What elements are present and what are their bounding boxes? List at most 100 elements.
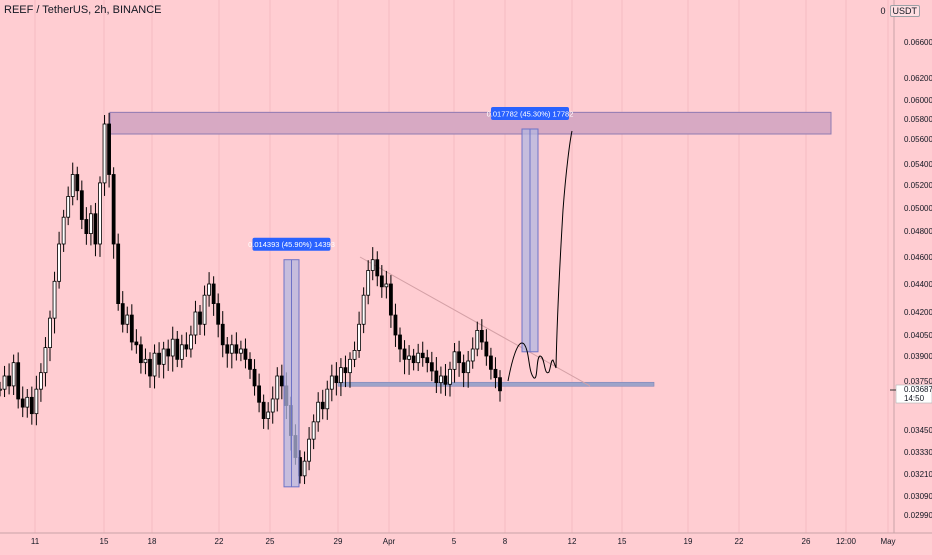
- projection-drawing[interactable]: [507, 130, 573, 382]
- candle-up: [384, 283, 389, 288]
- candle-down: [129, 314, 134, 343]
- candle-down: [29, 396, 34, 415]
- price-range-measurements[interactable]: 0.014393 (45.90%) 14393 0.017782 (45.30%)…: [248, 107, 574, 488]
- candle-down: [252, 368, 257, 387]
- candle-down: [461, 362, 466, 374]
- price-tag-box: [895, 384, 932, 404]
- candle-up: [448, 368, 452, 385]
- candle-down: [148, 358, 152, 377]
- candle-down: [398, 334, 402, 350]
- candle-up: [25, 396, 30, 408]
- drawing-lines[interactable]: [337, 256, 655, 387]
- candle-up: [302, 460, 307, 477]
- time-tick-label: 12: [568, 537, 577, 546]
- candle-up: [152, 352, 157, 377]
- candle-up: [307, 438, 311, 462]
- candle-up: [475, 329, 480, 350]
- candle-down: [111, 174, 116, 245]
- candle-down: [489, 355, 493, 370]
- candle-up: [2, 375, 7, 390]
- candle-up: [143, 358, 148, 364]
- candle-down: [498, 377, 502, 392]
- candle-up: [348, 358, 352, 374]
- candle-down: [320, 401, 325, 410]
- candle-up: [207, 283, 211, 296]
- currency-badge[interactable]: 0 USDT: [880, 5, 920, 17]
- candle-down: [343, 367, 348, 374]
- candle-up: [325, 388, 330, 410]
- candle-down: [184, 344, 189, 350]
- candle-up: [366, 270, 371, 296]
- time-axis[interactable]: 11 15 18 22 25 29 Apr 5 8 12 15 19 22 26 12:00 May: [0, 532, 932, 546]
- candle-up: [275, 375, 280, 400]
- time-tick-label: 26: [802, 537, 811, 546]
- candle-up: [266, 411, 271, 419]
- candle-up: [370, 259, 375, 271]
- candle-down: [420, 352, 425, 359]
- candle-down: [334, 375, 339, 384]
- candle-down: [248, 358, 252, 370]
- candle-up: [439, 375, 443, 384]
- candle-down: [175, 338, 180, 360]
- candle-up: [61, 216, 66, 245]
- support-line: [337, 381, 655, 387]
- candle-down: [257, 385, 261, 403]
- candle-down: [120, 303, 125, 325]
- candle-up: [329, 375, 334, 390]
- candle-up: [102, 123, 107, 184]
- resistance-zone-box: [109, 111, 832, 135]
- currency-unit: USDT: [889, 5, 920, 17]
- projection-path: [507, 130, 573, 382]
- time-tick-label: 29: [334, 537, 343, 546]
- candle-up: [361, 294, 366, 325]
- candle-up: [270, 398, 275, 413]
- candle-down: [116, 243, 121, 304]
- measure-label: 0.017782 (45.30%) 17782: [487, 110, 574, 119]
- time-tick-label: 25: [266, 537, 275, 546]
- currency-prefix: 0: [880, 6, 886, 16]
- candle-up: [470, 348, 475, 362]
- candle-up: [66, 196, 71, 218]
- time-tick-label: 15: [618, 537, 627, 546]
- candle-up: [89, 213, 93, 235]
- candle-up: [202, 294, 207, 325]
- candle-down: [139, 344, 143, 364]
- candle-up: [70, 174, 75, 197]
- candle-up: [239, 348, 243, 354]
- candle-up: [466, 360, 471, 374]
- candle-down: [375, 259, 380, 277]
- candle-down: [234, 344, 239, 354]
- candle-up: [0, 388, 2, 391]
- candle-down: [20, 398, 25, 408]
- candle-up: [357, 323, 361, 351]
- candle-down: [84, 219, 89, 234]
- candle-up: [452, 351, 457, 370]
- resistance-zone[interactable]: [109, 111, 832, 135]
- candle-up: [170, 338, 175, 357]
- candle-down: [389, 283, 393, 316]
- candle-down: [198, 311, 202, 325]
- candle-down: [261, 401, 266, 419]
- candle-down: [493, 368, 498, 379]
- candle-down: [411, 355, 416, 364]
- candle-down: [425, 357, 430, 364]
- candle-down: [107, 123, 111, 175]
- candle-up: [43, 347, 48, 374]
- time-tick-label: 12:00: [836, 537, 857, 546]
- price-tag-countdown: 14:50: [904, 394, 925, 403]
